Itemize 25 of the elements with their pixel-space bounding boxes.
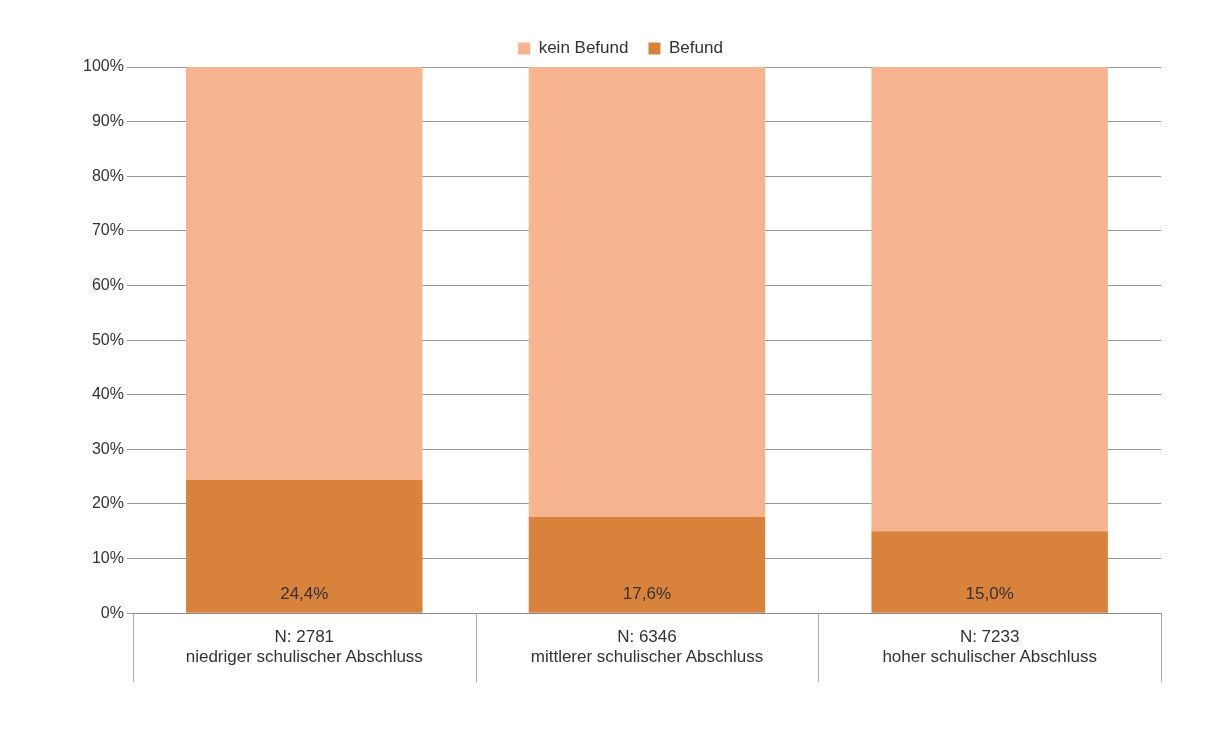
bar [528,67,766,518]
data-label: 24,4% [280,584,329,604]
bar [871,67,1108,532]
bar [528,517,766,613]
y-tick-label: 40% [91,385,124,403]
y-tick-label: 60% [91,275,124,293]
y-tick-label: 80% [91,166,124,184]
y-tick-label: 20% [91,494,124,512]
y-tick-label: 10% [91,548,124,566]
x-tick-label: N: 7233 hoher schulischer Abschluss [882,627,1097,667]
bar [186,67,423,480]
y-tick-label: 30% [91,439,124,457]
bar [871,531,1108,613]
data-label: 17,6% [622,584,672,604]
data-label: 15,0% [965,584,1014,604]
y-tick-label: 50% [91,330,124,348]
x-tick-label: N: 2781 niedriger schulischer Abschluss [185,627,423,667]
y-tick-label: 70% [91,221,124,239]
legend-label: Befund [668,38,723,58]
y-tick-label: 90% [91,112,124,130]
x-tick-label: N: 6346 mittlerer schulischer Abschluss [530,627,764,667]
bar [186,479,423,613]
y-tick-label: 0% [100,603,124,621]
legend-label: kein Befund [538,38,629,58]
y-tick-label: 100% [83,57,124,75]
